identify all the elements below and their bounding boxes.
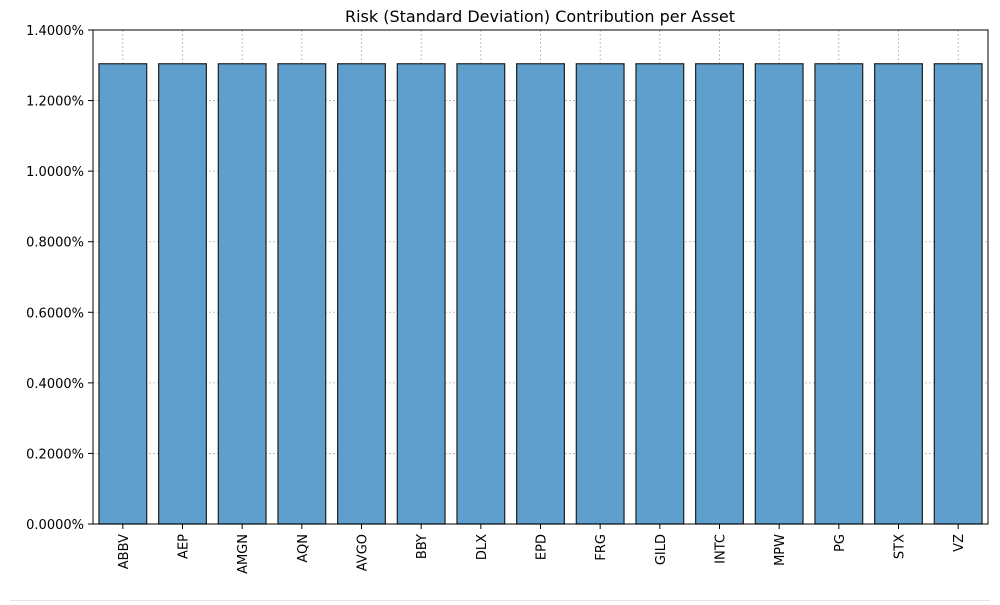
x-tick-label: GILD: [654, 534, 669, 565]
bar-bby: [396, 63, 446, 525]
x-tick-label: EPD: [535, 534, 550, 560]
y-tick-label: 0.4000%: [26, 377, 84, 392]
bar-stx: [874, 63, 923, 525]
bar-gild: [635, 63, 685, 525]
bar-mpw: [754, 63, 804, 525]
x-tick-label: DLX: [475, 534, 490, 560]
bars-layer: [98, 63, 983, 525]
x-tick-label: VZ: [952, 534, 967, 552]
y-tick-label: 1.2000%: [26, 95, 84, 110]
x-axis-ticks: ABBV AEP AMGN AQN AVGO BBY DLX EPD FRG GILD INTC MP…: [117, 524, 967, 574]
x-tick-label: ABBV: [117, 534, 132, 569]
x-tick-label: AMGN: [236, 534, 251, 574]
bar-amgn: [217, 63, 267, 525]
y-tick-label: 1.4000%: [26, 24, 84, 39]
x-tick-label: MPW: [773, 534, 788, 566]
x-tick-label: AVGO: [356, 534, 371, 571]
x-tick-label: AQN: [296, 534, 311, 563]
bar-dlx: [456, 63, 506, 525]
bar-avgo: [337, 63, 386, 525]
bar-vz: [933, 63, 983, 525]
x-tick-label: PG: [833, 534, 848, 552]
x-tick-label: FRG: [594, 534, 609, 561]
y-tick-label: 0.2000%: [26, 447, 84, 462]
bar-aqn: [277, 63, 327, 525]
bar-abbv: [98, 63, 148, 525]
bar-frg: [575, 63, 625, 525]
x-tick-label: AEP: [177, 534, 192, 559]
y-tick-label: 0.0000%: [26, 518, 84, 533]
y-tick-label: 0.6000%: [26, 306, 84, 321]
bar-epd: [516, 63, 565, 525]
x-tick-label: INTC: [714, 534, 729, 564]
bar-aep: [158, 63, 207, 525]
x-tick-label: STX: [893, 534, 908, 559]
bar-intc: [695, 63, 744, 525]
x-tick-label: BBY: [415, 534, 430, 559]
bar-pg: [814, 63, 864, 525]
chart-title: Risk (Standard Deviation) Contribution p…: [345, 7, 735, 26]
y-axis-ticks: 0.0000% 0.2000% 0.4000% 0.6000% 0.8000% 1.000…: [26, 24, 93, 533]
y-tick-label: 0.8000%: [26, 236, 84, 251]
y-tick-label: 1.0000%: [26, 165, 84, 180]
